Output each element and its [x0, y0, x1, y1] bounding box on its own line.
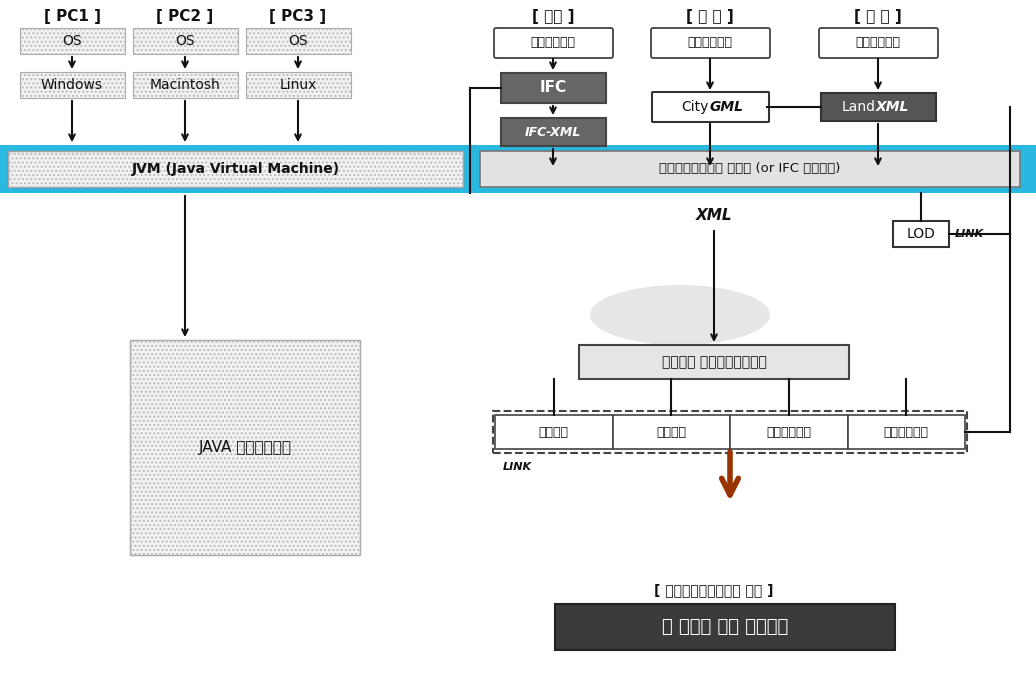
FancyBboxPatch shape [819, 28, 938, 58]
Text: [ PC3 ]: [ PC3 ] [269, 9, 326, 24]
Bar [501, 73, 606, 103]
Bar [133, 28, 238, 54]
FancyBboxPatch shape [651, 28, 770, 58]
Bar [8, 151, 463, 187]
Bar [20, 28, 125, 54]
Bar [495, 415, 612, 449]
Bar [246, 28, 351, 54]
Bar [133, 28, 238, 54]
Bar [20, 72, 125, 98]
Ellipse shape [589, 285, 770, 345]
Bar [133, 72, 238, 98]
Text: 건축도시통합모델 컨버터 (or IFC 통합개발): 건축도시통합모델 컨버터 (or IFC 통합개발) [659, 162, 840, 176]
Text: XML: XML [696, 207, 732, 223]
Text: OS: OS [288, 34, 308, 48]
Bar [133, 72, 238, 98]
Text: 실외공간정보: 실외공간정보 [884, 425, 928, 439]
Text: 기존작업방식: 기존작업방식 [530, 36, 576, 50]
Text: 기존작업방식: 기존작업방식 [688, 36, 732, 50]
Text: [ PC1 ]: [ PC1 ] [44, 9, 100, 24]
Text: Macintosh: Macintosh [149, 78, 221, 92]
Bar [20, 72, 125, 98]
Text: [ PC2 ]: [ PC2 ] [156, 9, 213, 24]
Text: City: City [682, 100, 709, 114]
Bar [501, 118, 606, 146]
Text: 빅 데이터 기반 공간분석: 빅 데이터 기반 공간분석 [662, 618, 788, 636]
Bar [246, 72, 351, 98]
Bar [246, 72, 351, 98]
Bar [20, 28, 125, 54]
Bar [480, 151, 1020, 187]
Bar [730, 415, 847, 449]
Text: 객체기반 건축도시통합모델: 객체기반 건축도시통합모델 [662, 355, 767, 369]
Text: 지리정보: 지리정보 [539, 425, 569, 439]
Bar [246, 28, 351, 54]
Text: LINK: LINK [954, 229, 983, 239]
Text: [ 건축 ]: [ 건축 ] [531, 9, 574, 24]
Text: JVM (Java Virtual Machine): JVM (Java Virtual Machine) [132, 162, 340, 176]
FancyBboxPatch shape [494, 28, 613, 58]
Bar [821, 93, 936, 121]
Text: Linux: Linux [280, 78, 317, 92]
Bar [8, 151, 463, 187]
Text: OS: OS [175, 34, 195, 48]
Text: [ 토 목 ]: [ 토 목 ] [854, 9, 902, 24]
Bar [493, 411, 967, 453]
Bar [847, 415, 965, 449]
Text: GML: GML [709, 100, 743, 114]
Text: 기존작업방식: 기존작업방식 [856, 36, 900, 50]
Text: 건축정보: 건축정보 [656, 425, 686, 439]
Text: Windows: Windows [41, 78, 103, 92]
Text: IFC: IFC [540, 81, 567, 96]
Bar [893, 221, 949, 247]
Text: OS: OS [62, 34, 82, 48]
Text: XML: XML [876, 100, 910, 114]
FancyBboxPatch shape [652, 92, 769, 122]
Text: IFC-XML: IFC-XML [525, 125, 581, 139]
Bar [555, 604, 895, 650]
Bar [579, 345, 848, 379]
Bar [0, 145, 1036, 193]
Bar [612, 415, 730, 449]
Text: Land: Land [842, 100, 876, 114]
Bar [130, 340, 359, 555]
Text: LOD: LOD [906, 227, 936, 241]
Text: 실내공간정보: 실내공간정보 [767, 425, 811, 439]
Text: [ 도 시 ]: [ 도 시 ] [686, 9, 733, 24]
Text: LINK: LINK [503, 462, 533, 472]
Bar [130, 340, 359, 555]
Text: JAVA 어플리케이션: JAVA 어플리케이션 [199, 440, 291, 455]
Text: [ 건축도시통합모델의 활용 ]: [ 건축도시통합모델의 활용 ] [655, 583, 774, 597]
